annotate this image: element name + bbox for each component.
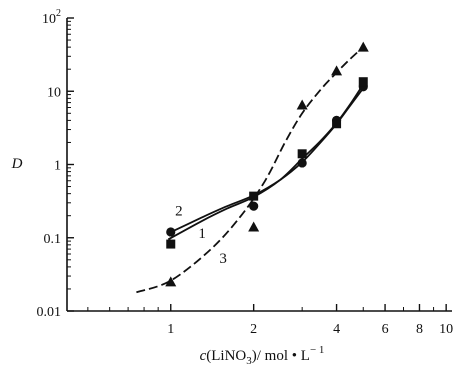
x-tick-label: 10 [439, 322, 453, 337]
series-3-point [248, 221, 260, 232]
series-1-point [249, 191, 259, 201]
series-2-line [167, 87, 365, 235]
series-1-point [297, 149, 307, 159]
series-3-point [331, 65, 343, 76]
x-axis-title: c(LiNO3)/ mol • L− 1 [200, 344, 325, 367]
y-tick-label: 10 [47, 85, 61, 100]
series-3-point [296, 99, 308, 110]
x-tick-label: 6 [382, 322, 389, 337]
curve-label-3: 3 [219, 251, 227, 267]
series-2-point [297, 158, 307, 168]
x-axis-title-subscript: 3 [246, 355, 252, 367]
y-axis-title: D [11, 156, 23, 172]
series-3-point [357, 41, 369, 52]
series-3-point [165, 276, 177, 287]
y-tick-label: 0.01 [37, 305, 62, 320]
curve-labels: 213 [175, 204, 227, 267]
series-1-line [167, 83, 365, 241]
series-curves [136, 46, 365, 294]
series-markers [165, 41, 369, 287]
x-tick-label: 2 [250, 322, 257, 337]
series-1-point [166, 239, 176, 249]
series-1-point [358, 77, 368, 87]
y-tick-label: 1 [54, 159, 61, 174]
x-axis-ticks: 1 2 4 6 8 10 [87, 304, 453, 337]
x-tick-label: 8 [416, 322, 423, 337]
x-axis-title-symbol: c [200, 348, 207, 364]
axes [66, 18, 452, 312]
y-axis-ticks: 0.01 0.1 1 10 102 [37, 8, 74, 320]
x-axis-title-superscript: − 1 [310, 344, 324, 356]
curve-label-2: 2 [175, 204, 183, 220]
curve-label-1: 1 [198, 226, 206, 242]
x-axis-title-main: (LiNO [206, 348, 246, 364]
y-tick-label: 0.1 [44, 232, 62, 247]
x-axis-title-rest: )/ mol • L [252, 348, 310, 364]
x-tick-label: 4 [333, 322, 340, 337]
y-tick-label: 102 [42, 8, 61, 27]
series-1-point [332, 119, 342, 129]
series-2-point [166, 227, 176, 237]
x-tick-label: 1 [167, 322, 174, 337]
series-3-line [136, 46, 364, 294]
series-2-point [249, 201, 259, 211]
